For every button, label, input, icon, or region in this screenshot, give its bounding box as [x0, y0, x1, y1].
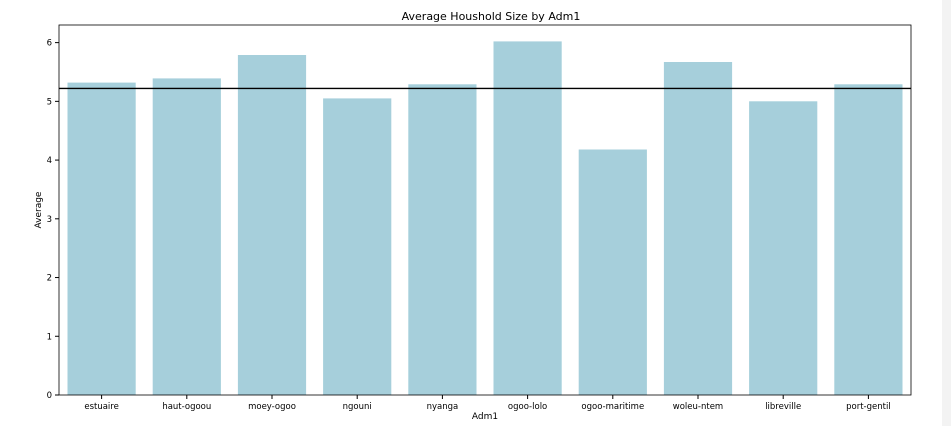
- x-tick-label: libreville: [765, 402, 801, 412]
- bars-group: [67, 41, 903, 396]
- bar-ogoo-lolo: [493, 41, 562, 396]
- bar-libreville: [749, 101, 818, 396]
- bar-moey-ogoo: [237, 55, 307, 395]
- y-tick-label: 2: [47, 274, 52, 284]
- bar-port-gentil: [834, 84, 903, 396]
- x-tick-label: port-gentil: [846, 402, 891, 412]
- x-tick-label: ngouni: [343, 402, 372, 412]
- y-axis-label: Average: [34, 191, 44, 228]
- x-tick-label: woleu-ntem: [673, 402, 723, 412]
- y-tick-label: 4: [47, 156, 52, 166]
- bar-haut-ogoou: [152, 78, 221, 396]
- x-axis-label: Adm1: [472, 412, 498, 422]
- y-tick-label: 0: [47, 391, 52, 401]
- chart-title: Average Houshold Size by Adm1: [402, 10, 581, 23]
- scrollbar-track[interactable]: [942, 0, 951, 426]
- y-tick-label: 6: [47, 39, 52, 49]
- x-tick-label: moey-ogoo: [248, 402, 296, 412]
- bar-estuaire: [67, 82, 136, 395]
- y-tick-label: 1: [47, 332, 52, 342]
- axes-group: estuaire haut-ogoou moey-ogoo ngouni nyanga o…: [47, 24, 912, 412]
- bar-ngouni: [323, 98, 392, 396]
- plot-frame: [58, 24, 912, 396]
- x-tick-label: ogoo-maritime: [581, 402, 644, 412]
- x-tick-label: haut-ogoou: [162, 402, 211, 412]
- y-tick-label: 5: [47, 97, 52, 107]
- bar-woleu-ntem: [663, 62, 733, 395]
- x-tick-label: estuaire: [84, 402, 119, 412]
- x-tick-label: ogoo-lolo: [508, 402, 547, 412]
- bar-nyanga: [408, 84, 477, 396]
- bar-ogoo-maritime: [578, 149, 647, 395]
- x-tick-label: nyanga: [427, 402, 459, 412]
- y-tick-label: 3: [47, 215, 52, 225]
